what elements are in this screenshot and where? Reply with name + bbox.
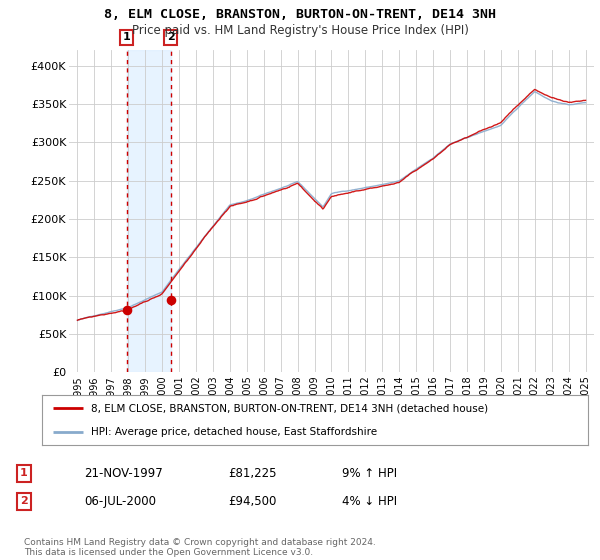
Text: 1: 1 — [20, 468, 28, 478]
Point — [122, 306, 131, 315]
Text: Contains HM Land Registry data © Crown copyright and database right 2024.
This d: Contains HM Land Registry data © Crown c… — [24, 538, 376, 557]
Text: £81,225: £81,225 — [228, 466, 277, 480]
Text: 21-NOV-1997: 21-NOV-1997 — [84, 466, 163, 480]
Text: 2: 2 — [167, 32, 175, 43]
Text: 2: 2 — [20, 496, 28, 506]
Text: 4% ↓ HPI: 4% ↓ HPI — [342, 494, 397, 508]
Text: 8, ELM CLOSE, BRANSTON, BURTON-ON-TRENT, DE14 3NH (detached house): 8, ELM CLOSE, BRANSTON, BURTON-ON-TRENT,… — [91, 403, 488, 413]
Text: 9% ↑ HPI: 9% ↑ HPI — [342, 466, 397, 480]
Bar — [127, 50, 170, 372]
Text: 1: 1 — [123, 32, 130, 43]
Text: 06-JUL-2000: 06-JUL-2000 — [84, 494, 156, 508]
Text: Price paid vs. HM Land Registry's House Price Index (HPI): Price paid vs. HM Land Registry's House … — [131, 24, 469, 36]
Text: HPI: Average price, detached house, East Staffordshire: HPI: Average price, detached house, East… — [91, 427, 377, 437]
Text: 8, ELM CLOSE, BRANSTON, BURTON-ON-TRENT, DE14 3NH: 8, ELM CLOSE, BRANSTON, BURTON-ON-TRENT,… — [104, 8, 496, 21]
Point — [166, 296, 175, 305]
Text: £94,500: £94,500 — [228, 494, 277, 508]
